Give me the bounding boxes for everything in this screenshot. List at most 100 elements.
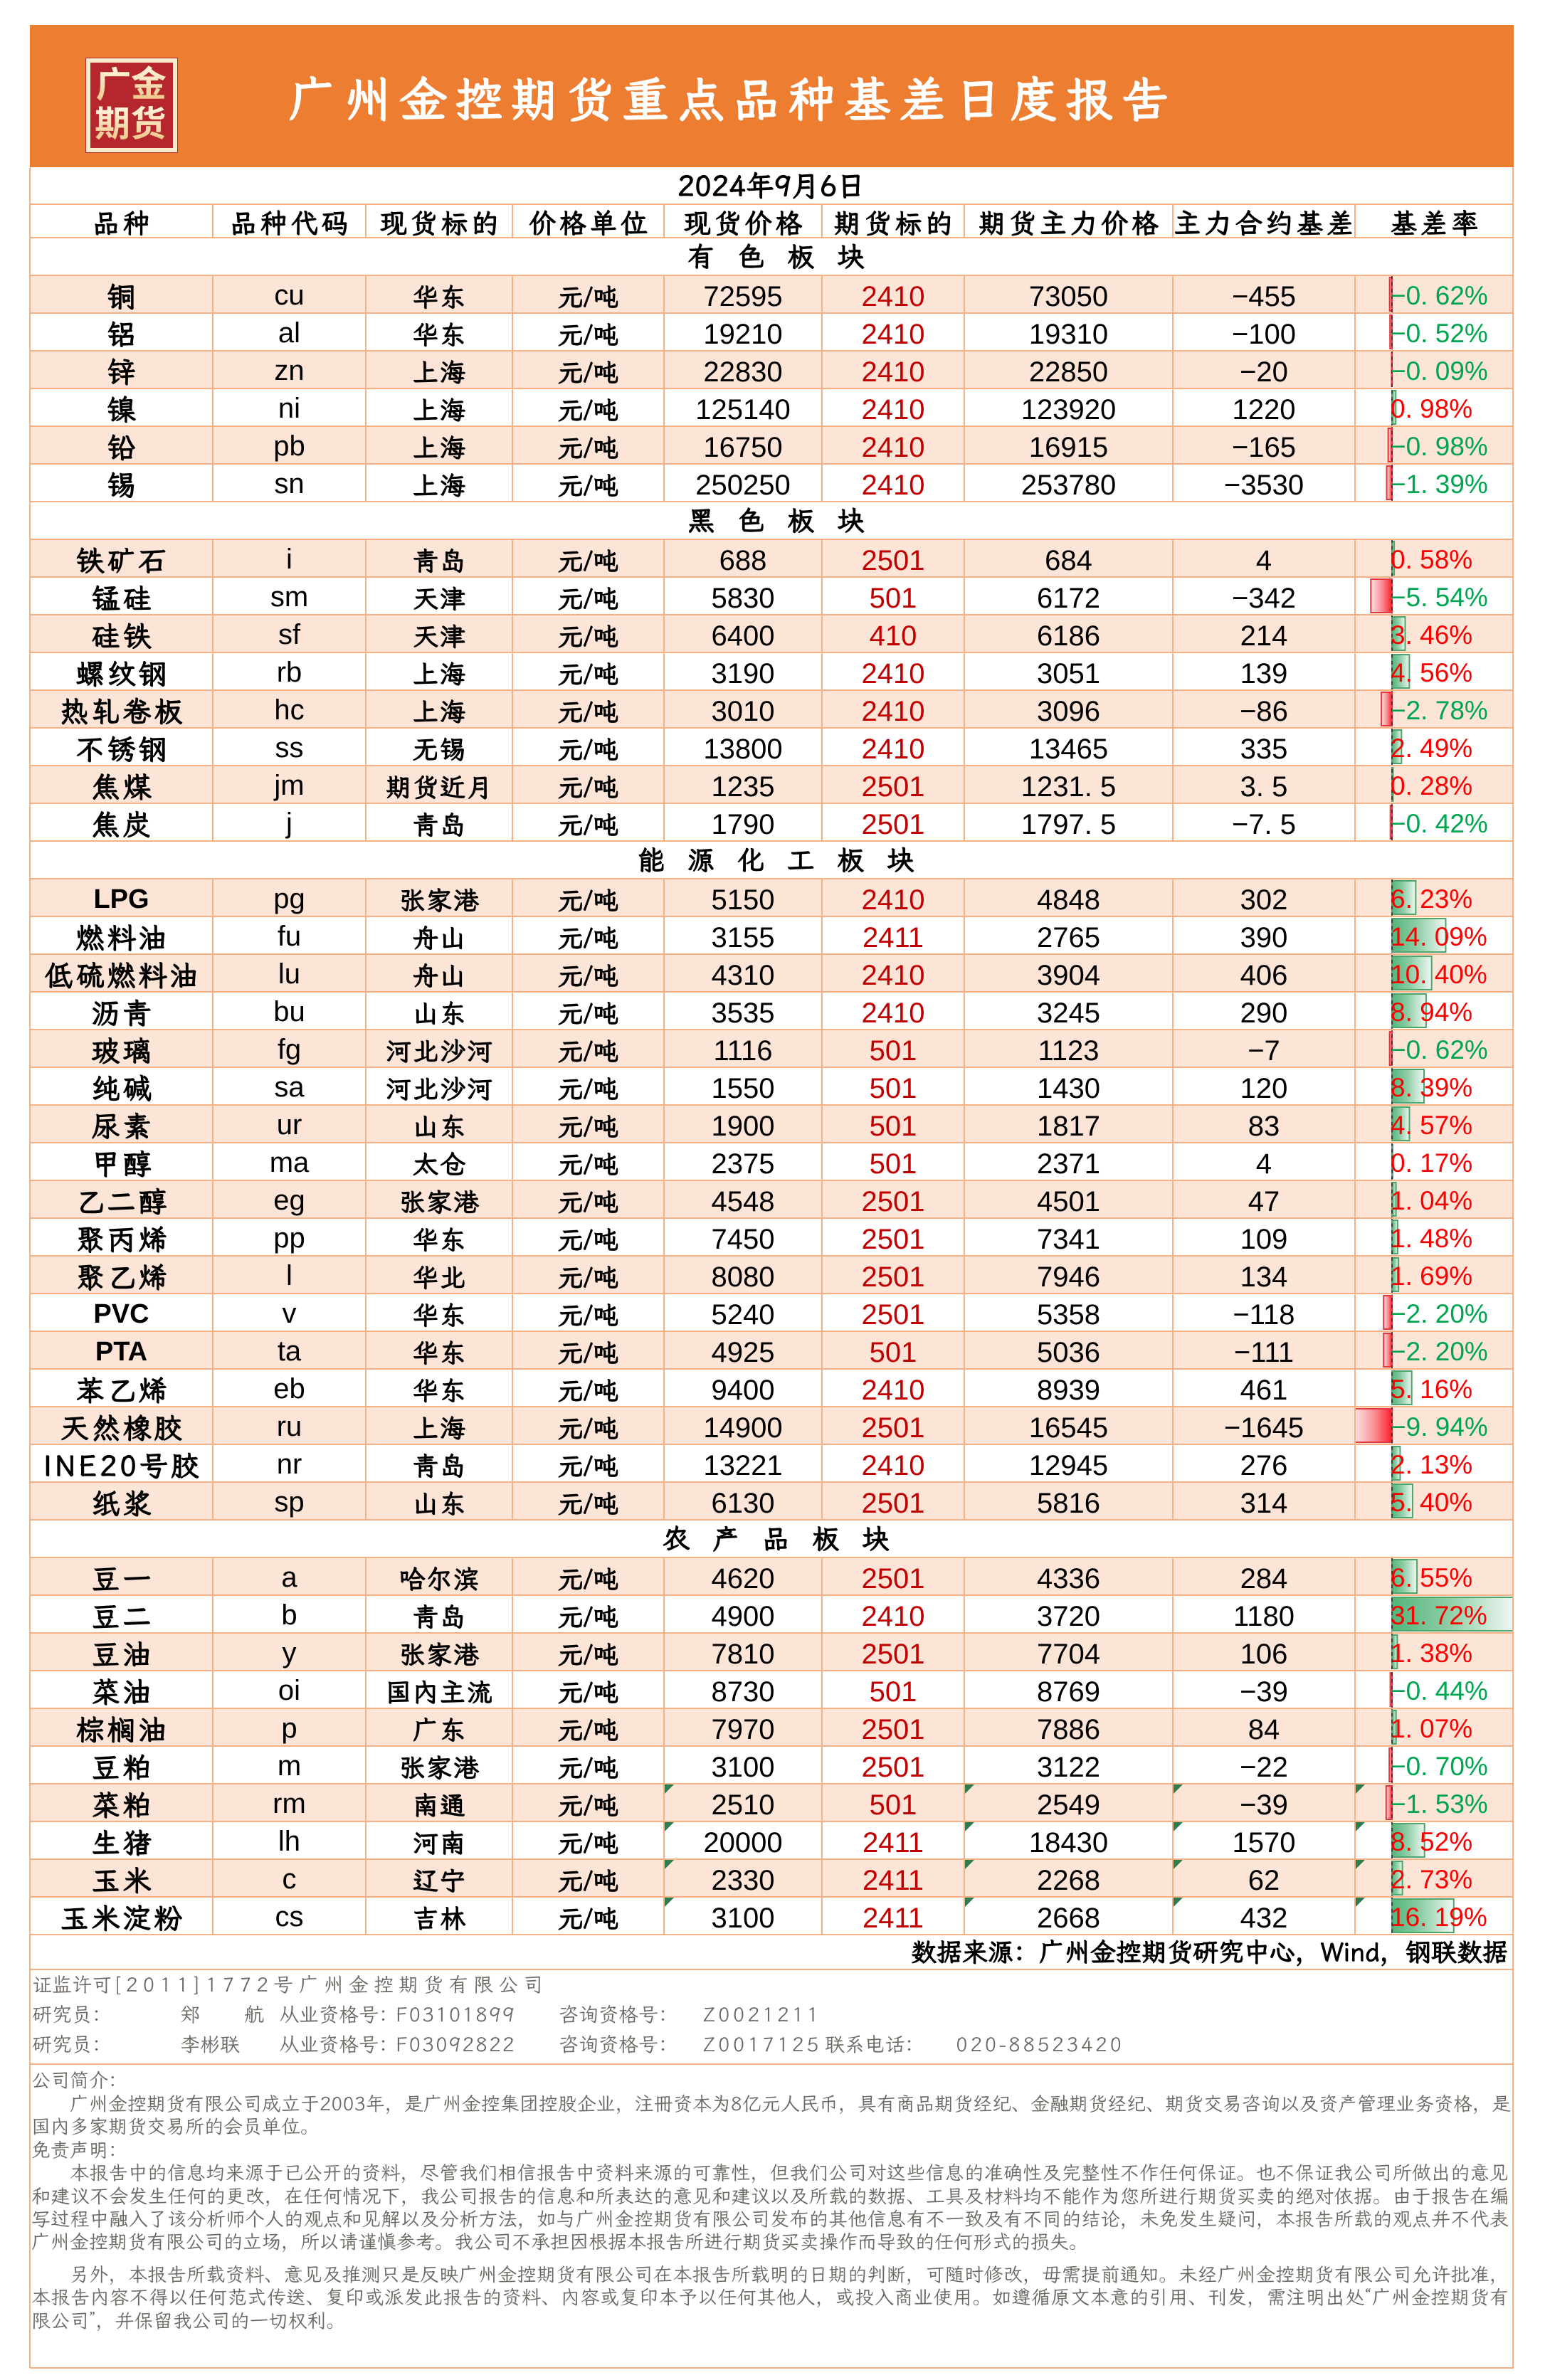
svg-text:2410: 2410 (862, 394, 925, 425)
svg-text:2549: 2549 (1037, 1789, 1100, 1821)
svg-text:−2. 78%: −2. 78% (1391, 696, 1488, 725)
svg-text:5240: 5240 (712, 1299, 775, 1331)
svg-text:4. 56%: 4. 56% (1391, 658, 1472, 687)
svg-text:lh: lh (278, 1826, 300, 1857)
svg-text:1235: 1235 (712, 771, 775, 803)
svg-text:2410: 2410 (862, 356, 925, 388)
svg-text:−22: −22 (1240, 1752, 1288, 1783)
svg-text:7946: 7946 (1037, 1262, 1100, 1293)
svg-text:sm: sm (270, 581, 308, 613)
svg-text:501: 501 (870, 1111, 917, 1142)
svg-text:ss: ss (275, 732, 304, 763)
svg-text:−0. 42%: −0. 42% (1391, 809, 1488, 838)
svg-text:oi: oi (278, 1675, 300, 1706)
svg-text:0. 58%: 0. 58% (1391, 545, 1472, 574)
svg-text:−2. 20%: −2. 20% (1391, 1299, 1488, 1328)
svg-text:−39: −39 (1240, 1789, 1288, 1821)
svg-text:2410: 2410 (862, 1601, 925, 1632)
svg-text:6400: 6400 (712, 620, 775, 652)
svg-text:5. 16%: 5. 16% (1391, 1375, 1472, 1404)
svg-text:2330: 2330 (712, 1865, 775, 1896)
svg-text:4336: 4336 (1037, 1563, 1100, 1594)
svg-text:−7: −7 (1248, 1035, 1280, 1067)
svg-text:1231. 5: 1231. 5 (1021, 771, 1116, 803)
svg-text:1. 38%: 1. 38% (1391, 1639, 1472, 1668)
svg-text:2410: 2410 (862, 884, 925, 916)
svg-text:406: 406 (1240, 960, 1288, 991)
svg-text:2501: 2501 (862, 1186, 925, 1217)
svg-text:84: 84 (1248, 1714, 1280, 1745)
svg-text:501: 501 (870, 1073, 917, 1104)
svg-text:−100: −100 (1232, 319, 1296, 350)
svg-text:461: 461 (1240, 1375, 1288, 1406)
svg-text:2410: 2410 (862, 432, 925, 463)
svg-text:0. 98%: 0. 98% (1391, 394, 1472, 423)
svg-text:2. 13%: 2. 13% (1391, 1450, 1472, 1479)
svg-text:2501: 2501 (862, 1488, 925, 1519)
svg-text:ma: ma (270, 1147, 310, 1178)
svg-text:2668: 2668 (1037, 1903, 1100, 1934)
svg-text:−0. 52%: −0. 52% (1391, 319, 1488, 348)
svg-text:47: 47 (1248, 1186, 1280, 1217)
svg-text:fu: fu (278, 921, 301, 952)
svg-text:253780: 253780 (1021, 470, 1116, 501)
svg-text:1. 07%: 1. 07% (1391, 1714, 1472, 1743)
svg-text:73050: 73050 (1029, 281, 1108, 312)
svg-text:2411: 2411 (863, 1865, 924, 1896)
svg-text:1. 04%: 1. 04% (1391, 1186, 1472, 1215)
svg-text:2411: 2411 (863, 1903, 924, 1934)
svg-text:3904: 3904 (1037, 960, 1100, 991)
svg-text:1790: 1790 (712, 809, 775, 840)
svg-text:2268: 2268 (1037, 1865, 1100, 1896)
svg-text:4310: 4310 (712, 960, 775, 991)
svg-text:8. 52%: 8. 52% (1391, 1827, 1472, 1856)
svg-text:2. 49%: 2. 49% (1391, 734, 1472, 763)
svg-text:6. 23%: 6. 23% (1391, 884, 1472, 914)
svg-text:16750: 16750 (703, 432, 782, 463)
svg-text:18430: 18430 (1029, 1827, 1108, 1858)
svg-text:l: l (286, 1260, 292, 1291)
svg-text:3. 46%: 3. 46% (1391, 620, 1472, 650)
svg-text:−39: −39 (1240, 1676, 1288, 1708)
svg-text:501: 501 (870, 583, 917, 614)
svg-text:7341: 7341 (1037, 1224, 1100, 1255)
svg-text:7450: 7450 (712, 1224, 775, 1255)
svg-text:2375: 2375 (712, 1148, 775, 1180)
svg-text:j: j (285, 808, 292, 839)
svg-text:16545: 16545 (1029, 1412, 1108, 1444)
svg-text:m: m (278, 1750, 301, 1782)
svg-text:2411: 2411 (863, 922, 924, 953)
svg-text:250250: 250250 (695, 470, 790, 501)
svg-text:13221: 13221 (703, 1450, 782, 1481)
svg-text:5358: 5358 (1037, 1299, 1100, 1331)
svg-text:6186: 6186 (1037, 620, 1100, 652)
svg-text:5830: 5830 (712, 583, 775, 614)
svg-text:−1. 53%: −1. 53% (1391, 1789, 1488, 1819)
svg-text:2501: 2501 (862, 1563, 925, 1594)
svg-text:−111: −111 (1234, 1337, 1294, 1368)
svg-text:2501: 2501 (862, 809, 925, 840)
svg-text:3122: 3122 (1037, 1752, 1100, 1783)
svg-text:−20: −20 (1240, 356, 1288, 388)
svg-text:−0. 44%: −0. 44% (1391, 1676, 1488, 1705)
svg-text:2410: 2410 (862, 1450, 925, 1481)
svg-text:4: 4 (1256, 1148, 1272, 1180)
svg-text:7704: 7704 (1037, 1639, 1100, 1670)
svg-text:eb: eb (273, 1373, 305, 1405)
svg-text:501: 501 (870, 1035, 917, 1067)
svg-text:501: 501 (870, 1148, 917, 1180)
svg-text:314: 314 (1240, 1488, 1288, 1519)
svg-text:276: 276 (1240, 1450, 1288, 1481)
svg-text:1. 48%: 1. 48% (1391, 1224, 1472, 1253)
svg-text:62: 62 (1248, 1865, 1280, 1896)
svg-text:2410: 2410 (862, 319, 925, 350)
svg-text:3245: 3245 (1037, 998, 1100, 1029)
svg-text:410: 410 (870, 620, 917, 652)
svg-text:2411: 2411 (863, 1827, 924, 1858)
svg-text:5150: 5150 (712, 884, 775, 916)
svg-text:sf: sf (278, 619, 301, 650)
svg-text:1. 69%: 1. 69% (1391, 1262, 1472, 1291)
svg-text:4548: 4548 (712, 1186, 775, 1217)
svg-text:−2. 20%: −2. 20% (1391, 1337, 1488, 1366)
svg-text:1430: 1430 (1037, 1073, 1100, 1104)
